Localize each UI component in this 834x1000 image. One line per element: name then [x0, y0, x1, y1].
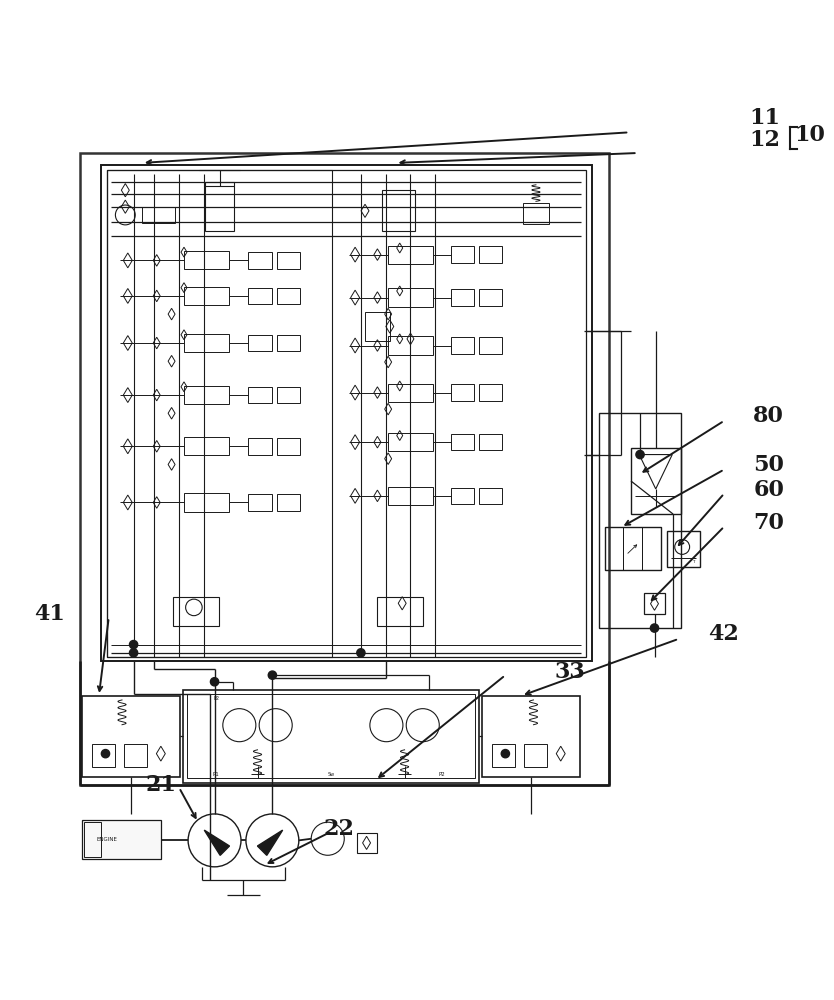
Bar: [388, 246, 433, 264]
Bar: [188, 694, 475, 778]
Bar: [278, 252, 300, 269]
Bar: [599, 413, 681, 628]
Text: 42: 42: [708, 623, 739, 645]
Bar: [451, 337, 474, 354]
Bar: [388, 336, 433, 355]
Text: 11: 11: [749, 107, 780, 129]
Bar: [479, 384, 502, 401]
Text: 22: 22: [324, 818, 354, 840]
Bar: [451, 434, 474, 450]
Bar: [107, 170, 332, 657]
Circle shape: [357, 649, 365, 657]
Bar: [451, 289, 474, 306]
Text: 33: 33: [555, 661, 585, 683]
Bar: [278, 438, 300, 455]
Text: 21: 21: [146, 774, 177, 796]
Text: 60: 60: [753, 479, 784, 501]
Bar: [667, 531, 701, 567]
Bar: [388, 384, 433, 402]
Bar: [642, 527, 661, 570]
Text: P1: P1: [213, 772, 219, 777]
Bar: [451, 246, 474, 263]
Polygon shape: [258, 830, 283, 855]
Bar: [249, 288, 272, 304]
Text: 12: 12: [749, 129, 780, 151]
Text: ENGINE: ENGINE: [97, 837, 118, 842]
Bar: [107, 170, 585, 657]
Text: 41: 41: [34, 603, 65, 625]
Bar: [249, 335, 272, 351]
Bar: [381, 190, 414, 231]
Text: 10: 10: [795, 124, 826, 146]
Circle shape: [210, 678, 219, 686]
Bar: [479, 337, 502, 354]
Bar: [479, 289, 502, 306]
Bar: [378, 597, 423, 626]
Bar: [365, 312, 389, 341]
Polygon shape: [204, 830, 229, 855]
Bar: [492, 744, 515, 767]
Bar: [83, 820, 161, 859]
Bar: [479, 434, 502, 450]
Bar: [183, 287, 229, 305]
Bar: [183, 386, 229, 404]
Text: P2: P2: [439, 772, 445, 777]
Bar: [249, 252, 272, 269]
Text: P2: P2: [214, 696, 219, 701]
Bar: [249, 438, 272, 455]
Bar: [183, 690, 479, 783]
Bar: [83, 696, 180, 777]
Circle shape: [102, 750, 109, 758]
Bar: [173, 597, 219, 626]
Circle shape: [269, 671, 277, 679]
Circle shape: [501, 750, 510, 758]
Bar: [278, 494, 300, 511]
Circle shape: [129, 649, 138, 657]
Bar: [479, 246, 502, 263]
Bar: [451, 488, 474, 504]
Bar: [249, 387, 272, 403]
Bar: [183, 493, 229, 512]
Bar: [605, 527, 623, 570]
Bar: [278, 288, 300, 304]
Bar: [142, 207, 175, 223]
Bar: [183, 437, 229, 455]
Text: 70: 70: [753, 512, 784, 534]
Bar: [278, 387, 300, 403]
Bar: [644, 593, 665, 614]
Circle shape: [651, 624, 659, 632]
Bar: [278, 335, 300, 351]
Bar: [123, 744, 147, 767]
Bar: [84, 822, 101, 857]
Bar: [623, 527, 642, 570]
Bar: [524, 744, 546, 767]
Bar: [357, 833, 377, 853]
Bar: [183, 334, 229, 352]
Circle shape: [129, 640, 138, 649]
Bar: [388, 288, 433, 307]
Text: Sw: Sw: [328, 772, 334, 777]
Text: 80: 80: [753, 405, 784, 427]
Bar: [101, 165, 592, 661]
Bar: [249, 494, 272, 511]
Bar: [605, 527, 661, 570]
Bar: [451, 384, 474, 401]
Bar: [479, 488, 502, 504]
Circle shape: [636, 450, 644, 459]
Bar: [183, 251, 229, 269]
Text: 50: 50: [753, 454, 784, 476]
Bar: [388, 433, 433, 451]
Bar: [80, 153, 609, 785]
Text: T: T: [692, 560, 695, 564]
Bar: [93, 744, 115, 767]
Bar: [204, 182, 234, 231]
Bar: [482, 696, 580, 777]
Bar: [631, 448, 681, 514]
Bar: [523, 203, 549, 224]
Bar: [388, 487, 433, 505]
